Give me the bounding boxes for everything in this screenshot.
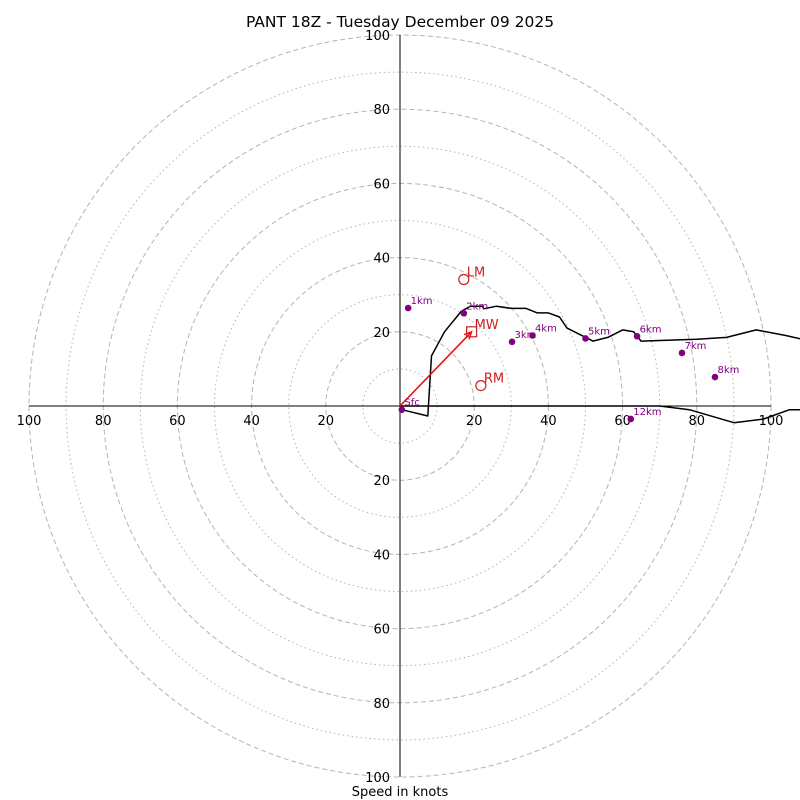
storm-label-RM: RM xyxy=(484,372,504,387)
tick-labels: 20 20 20 20 40 40 40 40 60 60 60 60 80 80 80 80 100 100 10… xyxy=(17,29,784,786)
height-label-2km: 2km xyxy=(466,301,488,312)
height-marker-Sfc xyxy=(398,406,406,414)
height-marker-2km xyxy=(460,309,468,317)
tick-label-x-left-40: 40 xyxy=(243,414,260,429)
storm-motion-markers: LM MW RM xyxy=(458,265,504,392)
tick-label-y-up-100: 100 xyxy=(365,29,390,44)
tick-label-x-right-80: 80 xyxy=(689,414,706,429)
height-marker-4km xyxy=(529,332,536,339)
tick-label-y-down-80: 80 xyxy=(373,697,390,712)
tick-label-x-left-100: 100 xyxy=(17,414,42,429)
height-marker-8km xyxy=(711,373,719,381)
tick-label-x-right-20: 20 xyxy=(466,414,483,429)
tick-label-y-up-20: 20 xyxy=(373,326,390,341)
storm-label-MW: MW xyxy=(475,318,499,333)
storm-marker-MW xyxy=(466,326,478,338)
height-label-1km: 1km xyxy=(411,296,433,307)
height-label-8km: 8km xyxy=(717,365,739,376)
tick-label-y-up-40: 40 xyxy=(373,252,390,267)
tick-label-x-left-60: 60 xyxy=(169,414,186,429)
tick-label-y-down-20: 20 xyxy=(373,474,390,489)
tick-label-y-down-40: 40 xyxy=(373,548,390,563)
tick-label-x-right-100: 100 xyxy=(759,414,784,429)
tick-label-y-up-80: 80 xyxy=(373,103,390,118)
tick-label-y-down-60: 60 xyxy=(373,623,390,638)
hodograph-line xyxy=(400,305,800,424)
tick-label-x-left-80: 80 xyxy=(95,414,112,429)
chart-title: PANT 18Z - Tuesday December 09 2025 xyxy=(246,13,554,31)
height-label-Sfc: Sfc xyxy=(404,398,419,409)
height-label-6km: 6km xyxy=(640,324,662,335)
height-marker-6km xyxy=(633,332,641,340)
height-marker-3km xyxy=(508,338,516,346)
hodograph-trace xyxy=(400,305,800,424)
tick-label-y-up-60: 60 xyxy=(373,177,390,192)
height-label-4km: 4km xyxy=(535,324,557,335)
height-marker-5km xyxy=(582,335,589,342)
x-axis-label: Speed in knots xyxy=(352,785,449,800)
height-marker-1km xyxy=(404,304,412,312)
tick-label-y-down-100: 100 xyxy=(365,771,390,786)
tick-label-x-left-20: 20 xyxy=(318,414,335,429)
height-marker-7km xyxy=(678,349,686,357)
height-label-3km: 3km xyxy=(515,330,537,341)
height-label-5km: 5km xyxy=(588,326,610,337)
height-label-7km: 7km xyxy=(684,341,706,352)
storm-marker-LM xyxy=(458,273,470,286)
vector-shaft xyxy=(399,331,473,407)
height-marker-12km xyxy=(627,415,635,423)
storm-marker-RM xyxy=(475,379,487,392)
storm-label-LM: LM xyxy=(467,265,485,280)
height-label-12km: 12km xyxy=(633,407,661,418)
tick-label-x-right-60: 60 xyxy=(614,414,631,429)
tick-label-x-right-40: 40 xyxy=(540,414,557,429)
